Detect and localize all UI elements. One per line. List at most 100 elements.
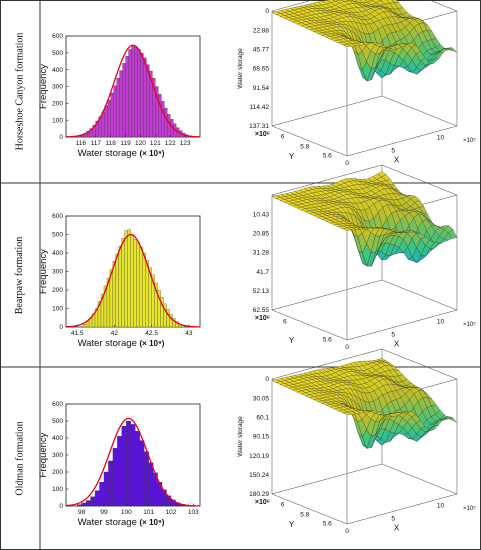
axis-box-edge	[428, 0, 458, 12]
z-tick-label: 0	[265, 8, 269, 15]
z-tick-label: 114.42	[250, 104, 270, 111]
z-tick-label: 30.05	[253, 395, 270, 402]
y-tick-label: 5.8	[300, 144, 309, 151]
y-tick-label: 5.8	[300, 512, 309, 519]
y-tick-label: 6	[281, 502, 285, 509]
histogram-bar	[82, 324, 87, 328]
x-axis-label: X	[394, 524, 400, 533]
histogram-bar	[164, 107, 168, 138]
y-axis-label: Frequency	[38, 64, 49, 109]
y-axis-label: Frequency	[38, 249, 49, 294]
y-multiplier: ×10⁶	[255, 315, 270, 322]
y-tick-label: 200	[52, 101, 63, 108]
histogram-bar	[85, 500, 91, 507]
x-tick-label: 10	[437, 135, 445, 142]
x-tick-label: 123	[180, 140, 191, 147]
axis-box-edge	[381, 279, 458, 311]
histogram-bar	[107, 99, 111, 138]
histogram-bar	[122, 63, 126, 138]
histogram-bar	[128, 49, 132, 138]
histogram-panel-2: 98 99 100 101 102 103 0 100 200 300 400 500 600 Water…	[38, 401, 201, 528]
histogram-bar	[142, 252, 146, 328]
x-axis-label: X	[394, 156, 400, 165]
axis-box-edge	[271, 463, 383, 495]
x-tick-label: 5	[391, 147, 395, 154]
x-tick-label: 117	[91, 140, 102, 147]
row-label-text: Bearpaw formation	[14, 236, 26, 314]
histogram-bar	[118, 245, 122, 328]
y-tick-label: 600	[52, 33, 63, 40]
axis-box-edge	[381, 95, 458, 127]
x-tick-label: 100	[121, 509, 132, 516]
x-tick-label: 103	[188, 509, 199, 516]
z-tick-label: 180.29	[249, 491, 269, 498]
y-axis-label: Frequency	[38, 432, 49, 477]
x-axis-label: Water storage (× 10⁹)	[78, 148, 165, 159]
histogram-bar	[134, 46, 138, 138]
z-tick-label: 90.15	[253, 434, 270, 441]
z-tick-label: 41.7	[256, 269, 269, 276]
x-tick-label: 118	[105, 140, 116, 147]
histogram-bar	[121, 238, 125, 328]
x-axis-label: Water storage (× 10⁹)	[78, 517, 165, 528]
y-tick-label: 500	[52, 232, 63, 239]
z-tick-label: 91.54	[253, 85, 270, 92]
row-label-oldman: Oldman formation	[0, 367, 40, 550]
y-tick-label: 6	[283, 319, 287, 326]
x-tick-label: 101	[143, 509, 154, 516]
histogram-bar	[143, 57, 147, 138]
axis-box-edge	[271, 95, 383, 127]
axis-box-edge	[346, 493, 458, 525]
x-tick-label: 10	[437, 319, 445, 326]
histogram-bar	[130, 234, 134, 328]
z-tick-label: 31.28	[253, 250, 270, 257]
histogram-bar	[124, 230, 128, 328]
axis-box-edge	[271, 493, 348, 525]
x-tick-label: 120	[135, 140, 146, 147]
x-axis-unit: (× 10⁹)	[140, 339, 165, 348]
normal-fit-curve	[65, 417, 201, 507]
y-axis-label: Y	[289, 520, 295, 529]
histogram-bar	[113, 85, 117, 138]
histogram-bar	[139, 247, 143, 328]
histogram-bar	[135, 431, 140, 507]
y-tick-label: 500	[52, 418, 63, 425]
surface-panel-0: 0 22.88 45.77 68.65 91.54 114.42 137.31 Water s…	[237, 0, 476, 167]
axis-box-edge	[271, 309, 348, 341]
histogram-bar	[119, 70, 123, 138]
histogram-bar	[161, 101, 165, 138]
z-tick-label: 137.31	[249, 123, 269, 130]
x-tick-label: 102	[166, 509, 177, 516]
histogram-bar	[167, 114, 171, 138]
axis-box-edge	[271, 0, 314, 12]
histogram-bar	[81, 502, 87, 507]
z-axis-label: Water storage	[237, 48, 244, 89]
histogram-bar	[133, 238, 137, 328]
x-tick-label: 119	[120, 140, 131, 147]
x-tick-label: 0	[345, 344, 349, 351]
x-tick-label: 43	[185, 330, 193, 337]
histogram-bar	[136, 242, 140, 328]
histogram-bar	[103, 471, 109, 507]
y-tick-label: 100	[52, 306, 63, 313]
y-tick-label: 400	[52, 435, 63, 442]
x-tick-label: 10	[437, 503, 445, 510]
x-tick-label: 41.5	[71, 330, 84, 337]
histogram-bar	[99, 482, 105, 507]
histogram-panel-0: 116 117 118 119 120 121 122 123 0 100 200 300 400 500…	[38, 33, 201, 159]
surface-panel-2: 0 30.05 60.1 90.15 120.19 150.24 180.29 Water s…	[237, 348, 476, 535]
histogram-bar	[110, 92, 114, 138]
y-tick-label: 5.6	[323, 153, 332, 160]
histogram-bar	[144, 451, 149, 507]
histogram-bar	[126, 420, 131, 507]
histogram-bar	[121, 425, 127, 507]
y-tick-label: 0	[59, 503, 63, 510]
histogram-bar	[140, 53, 144, 138]
x-tick-label: 121	[150, 140, 161, 147]
histogram-bar	[131, 45, 135, 138]
y-tick-label: 300	[52, 269, 63, 276]
y-tick-label: 0	[59, 324, 63, 331]
x-tick-label: 42.5	[145, 330, 158, 337]
row-label-text: Horseshoe Canyon formation	[14, 32, 26, 151]
x-multiplier: ×10⁵	[463, 321, 476, 328]
